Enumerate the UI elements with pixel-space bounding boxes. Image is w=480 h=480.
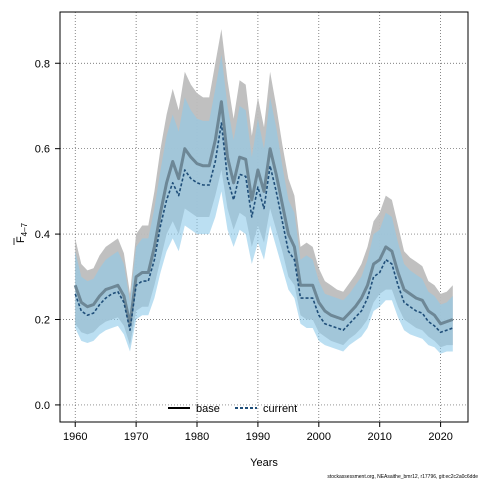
x-tick-label: 2020 — [428, 431, 452, 443]
y-axis-title-sub: 4–7 — [20, 222, 29, 236]
line-current — [74, 122, 454, 334]
y-tick-label: 0.2 — [35, 315, 50, 327]
x-tick-label: 1960 — [63, 431, 87, 443]
tick-layer: 1960 1970 1980 1990 2000 2010 2020 0.0 0.2 0.4 0.6… — [35, 58, 453, 443]
line-base — [73, 100, 454, 326]
legend: base current — [168, 403, 297, 415]
y-tick-label: 0.8 — [35, 58, 50, 70]
x-axis-title: Years — [250, 457, 278, 469]
x-tick-label: 2010 — [367, 431, 391, 443]
svg-text:F4–7: F4–7 — [15, 222, 29, 243]
footer-note: stockassessment.org, NEAsaithe_bmr12, r1… — [327, 474, 478, 480]
y-tick-label: 0.4 — [35, 229, 50, 241]
x-tick-label: 1980 — [185, 431, 209, 443]
legend-label-current: current — [263, 403, 297, 415]
plot-frame — [59, 11, 469, 423]
legend-label-base: base — [196, 403, 220, 415]
y-tick-label: 0.0 — [35, 400, 50, 412]
line-layer — [73, 100, 454, 334]
band-current — [75, 54, 453, 354]
y-tick-label: 0.6 — [35, 144, 50, 156]
x-tick-label: 1990 — [246, 431, 270, 443]
x-tick-label: 2000 — [307, 431, 331, 443]
x-tick-label: 1970 — [124, 431, 148, 443]
y-axis-title-main: F — [15, 236, 27, 243]
y-axis-title: F4–7 — [13, 222, 29, 245]
